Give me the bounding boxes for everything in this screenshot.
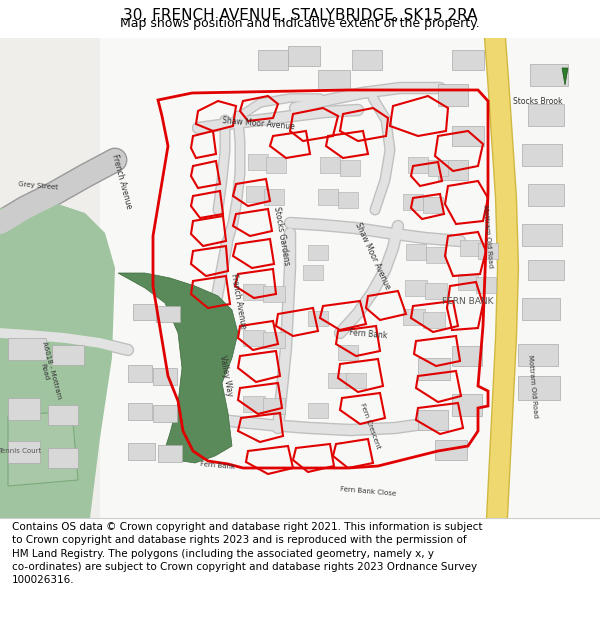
- Bar: [338, 345, 358, 360]
- Bar: [8, 338, 46, 360]
- Text: Shaw Moor Avenue: Shaw Moor Avenue: [221, 116, 295, 132]
- Bar: [346, 373, 366, 388]
- Bar: [438, 160, 468, 180]
- Bar: [352, 50, 382, 70]
- Bar: [243, 396, 265, 412]
- Bar: [128, 443, 155, 460]
- Text: Fern Bank Close: Fern Bank Close: [340, 486, 396, 496]
- Bar: [478, 243, 498, 259]
- Bar: [328, 373, 348, 388]
- Bar: [460, 240, 480, 256]
- Bar: [522, 144, 562, 166]
- Bar: [308, 311, 328, 326]
- Bar: [528, 184, 564, 206]
- Bar: [308, 403, 328, 418]
- Bar: [403, 309, 425, 325]
- Bar: [308, 245, 328, 260]
- Bar: [418, 358, 450, 380]
- Text: French Avenue: French Avenue: [229, 272, 247, 329]
- Text: Mottram Old Road: Mottram Old Road: [527, 354, 539, 418]
- Text: FERN BANK: FERN BANK: [442, 296, 494, 306]
- Text: Stocks Brook: Stocks Brook: [513, 96, 563, 106]
- Bar: [405, 280, 427, 296]
- Text: Shaw Moor Avenue: Shaw Moor Avenue: [353, 221, 392, 291]
- Bar: [264, 189, 284, 205]
- Bar: [318, 189, 338, 205]
- Text: Fern Bank: Fern Bank: [200, 461, 236, 471]
- Bar: [263, 332, 285, 348]
- Text: 30, FRENCH AVENUE, STALYBRIDGE, SK15 2RA: 30, FRENCH AVENUE, STALYBRIDGE, SK15 2RA: [123, 8, 477, 23]
- Polygon shape: [8, 411, 78, 486]
- Bar: [52, 345, 84, 365]
- Bar: [320, 157, 340, 173]
- Bar: [528, 104, 564, 126]
- Bar: [428, 160, 448, 176]
- Bar: [418, 410, 448, 430]
- Bar: [288, 46, 320, 66]
- Polygon shape: [0, 203, 115, 518]
- Text: Fern Bank: Fern Bank: [349, 328, 388, 340]
- Bar: [458, 274, 478, 290]
- Polygon shape: [100, 38, 600, 518]
- Bar: [318, 70, 350, 90]
- Bar: [158, 445, 182, 462]
- Bar: [423, 312, 445, 328]
- Text: Fern Crescent: Fern Crescent: [359, 402, 381, 449]
- Bar: [518, 344, 558, 366]
- Bar: [128, 365, 152, 382]
- Bar: [246, 186, 266, 202]
- Bar: [263, 398, 285, 414]
- Bar: [403, 194, 423, 210]
- Bar: [406, 244, 426, 260]
- Bar: [452, 394, 482, 416]
- Bar: [476, 277, 496, 293]
- Text: Contains OS data © Crown copyright and database right 2021. This information is : Contains OS data © Crown copyright and d…: [12, 522, 482, 585]
- Bar: [128, 403, 152, 420]
- Text: Tennis Court: Tennis Court: [0, 448, 41, 454]
- Bar: [408, 157, 428, 173]
- Bar: [153, 368, 177, 385]
- Bar: [8, 398, 40, 420]
- Text: Map shows position and indicative extent of the property.: Map shows position and indicative extent…: [120, 17, 480, 29]
- Polygon shape: [0, 38, 600, 518]
- Polygon shape: [118, 273, 238, 463]
- Bar: [452, 346, 482, 366]
- Bar: [528, 260, 564, 280]
- Bar: [452, 50, 484, 70]
- Bar: [48, 448, 78, 468]
- Text: French Avenue: French Avenue: [110, 152, 134, 209]
- Text: A6018 - Mottram
Road: A6018 - Mottram Road: [34, 341, 62, 401]
- Bar: [48, 405, 78, 425]
- Text: Grey Street: Grey Street: [18, 181, 58, 191]
- Polygon shape: [562, 68, 568, 85]
- Bar: [153, 405, 177, 422]
- Bar: [438, 84, 468, 106]
- Bar: [248, 154, 268, 170]
- Text: Mottram Old Road: Mottram Old Road: [482, 204, 494, 268]
- Bar: [423, 197, 443, 213]
- Bar: [426, 247, 446, 263]
- Bar: [425, 283, 447, 299]
- Bar: [243, 284, 265, 300]
- Bar: [435, 440, 467, 460]
- Bar: [522, 298, 560, 320]
- Bar: [8, 441, 40, 463]
- Bar: [266, 157, 286, 173]
- Bar: [338, 192, 358, 208]
- Bar: [133, 304, 157, 320]
- Bar: [303, 265, 323, 280]
- Text: Valley Way: Valley Way: [218, 355, 234, 398]
- Bar: [156, 306, 180, 322]
- Bar: [530, 64, 568, 86]
- Bar: [452, 126, 484, 146]
- Text: Stocks Gardens: Stocks Gardens: [272, 206, 292, 266]
- Bar: [258, 50, 288, 70]
- Bar: [243, 330, 265, 346]
- Bar: [340, 160, 360, 176]
- Bar: [263, 286, 285, 302]
- Bar: [518, 376, 560, 400]
- Bar: [522, 224, 562, 246]
